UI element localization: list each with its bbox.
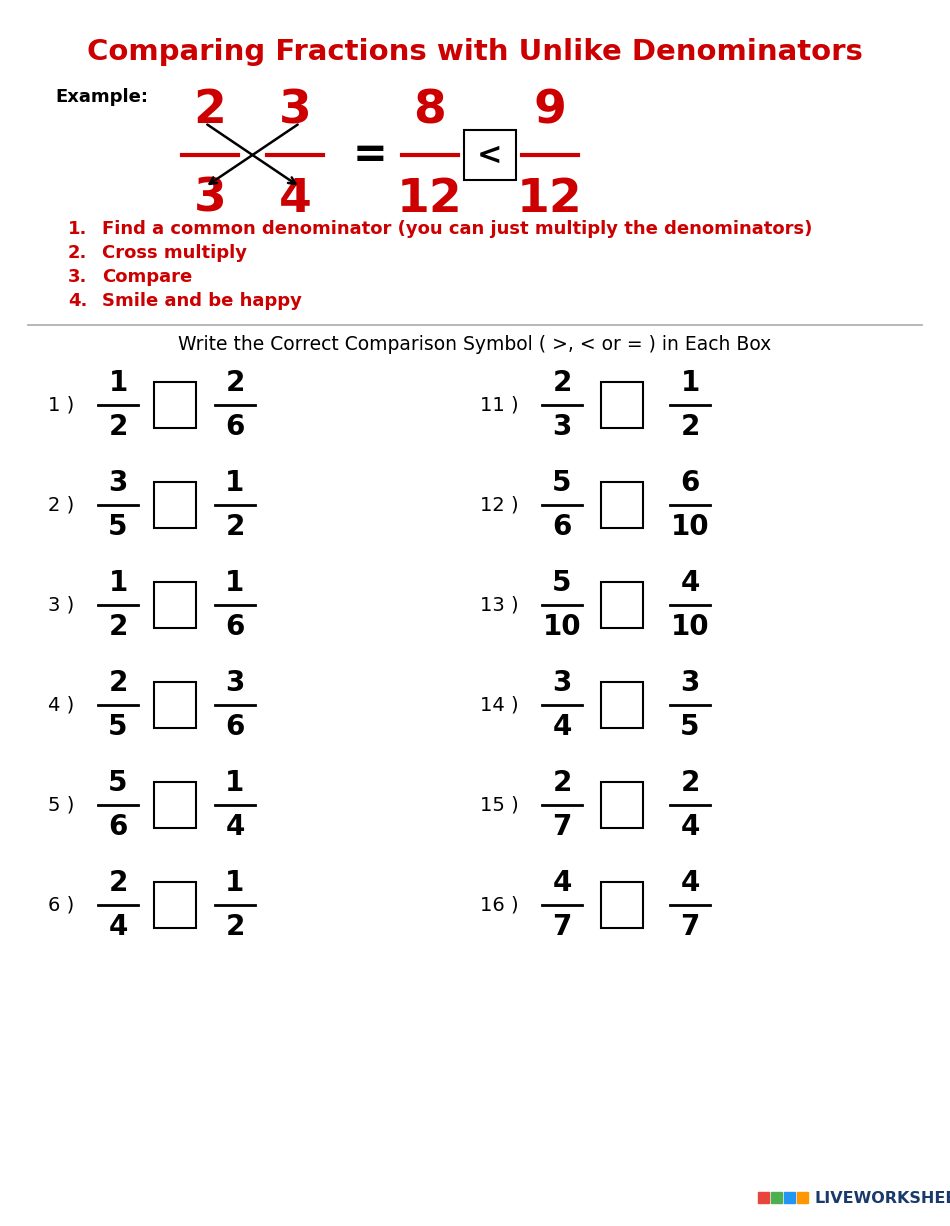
Text: 2: 2: [225, 913, 245, 942]
Text: Example:: Example:: [55, 88, 148, 105]
Text: =: =: [352, 134, 388, 177]
Text: 10: 10: [671, 613, 710, 641]
Text: 12: 12: [517, 177, 583, 222]
Text: 9: 9: [534, 88, 566, 132]
Text: 1 ): 1 ): [48, 396, 74, 414]
Text: 7: 7: [552, 813, 572, 841]
Text: 2: 2: [225, 369, 245, 397]
Text: 6 ): 6 ): [48, 895, 74, 915]
Text: 2: 2: [108, 869, 127, 897]
Bar: [601, 383, 643, 428]
Text: 6: 6: [225, 413, 245, 441]
Text: 4.: 4.: [68, 292, 87, 310]
Text: 4: 4: [108, 913, 127, 942]
Bar: [784, 1192, 795, 1203]
Text: 5: 5: [108, 714, 127, 741]
Text: 14 ): 14 ): [480, 695, 519, 715]
Text: 15 ): 15 ): [480, 796, 519, 814]
Text: 11 ): 11 ): [480, 396, 519, 414]
Text: 3.: 3.: [68, 268, 87, 286]
Text: 5: 5: [108, 769, 127, 797]
Text: 6: 6: [225, 714, 245, 741]
Bar: [154, 782, 196, 828]
Bar: [464, 130, 516, 180]
Text: 5 ): 5 ): [48, 796, 74, 814]
Text: 6: 6: [108, 813, 127, 841]
Text: 6: 6: [552, 512, 572, 541]
Text: LIVEWORKSHEETS: LIVEWORKSHEETS: [814, 1190, 950, 1206]
Bar: [154, 482, 196, 528]
Text: 6: 6: [225, 613, 245, 641]
Text: 5: 5: [552, 569, 572, 597]
Text: <: <: [477, 141, 503, 169]
Text: 2: 2: [108, 613, 127, 641]
Text: 2.: 2.: [68, 244, 87, 262]
Text: 7: 7: [552, 913, 572, 942]
Bar: [154, 383, 196, 428]
Text: 12 ): 12 ): [480, 495, 519, 515]
Text: 2 ): 2 ): [48, 495, 74, 515]
Text: Comparing Fractions with Unlike Denominators: Comparing Fractions with Unlike Denomina…: [87, 38, 863, 66]
Bar: [601, 682, 643, 728]
Text: 1: 1: [108, 569, 127, 597]
Text: 5: 5: [680, 714, 700, 741]
Bar: [601, 582, 643, 628]
Text: 5: 5: [552, 470, 572, 497]
Text: Compare: Compare: [102, 268, 192, 286]
Text: 4: 4: [278, 177, 312, 222]
Bar: [771, 1192, 782, 1203]
Text: 4: 4: [552, 869, 572, 897]
Text: Find a common denominator (you can just multiply the denominators): Find a common denominator (you can just …: [102, 219, 812, 238]
Text: 16 ): 16 ): [480, 895, 519, 915]
Text: 10: 10: [542, 613, 581, 641]
Text: 2: 2: [680, 413, 700, 441]
Text: 4 ): 4 ): [48, 695, 74, 715]
Text: 10: 10: [671, 512, 710, 541]
Text: 3: 3: [194, 177, 226, 222]
Text: 1: 1: [225, 769, 245, 797]
Text: 3: 3: [225, 669, 245, 698]
Text: 4: 4: [552, 714, 572, 741]
Text: 4: 4: [680, 569, 700, 597]
Bar: [797, 1192, 808, 1203]
Text: 3: 3: [278, 88, 312, 132]
Text: 5: 5: [108, 512, 127, 541]
Bar: [601, 482, 643, 528]
Text: 1: 1: [225, 869, 245, 897]
Bar: [154, 582, 196, 628]
Text: 4: 4: [680, 869, 700, 897]
Text: 4: 4: [225, 813, 245, 841]
Text: 3 ): 3 ): [48, 596, 74, 614]
Text: 12: 12: [397, 177, 463, 222]
Text: 1: 1: [108, 369, 127, 397]
Bar: [154, 881, 196, 928]
Bar: [601, 881, 643, 928]
Text: 2: 2: [194, 88, 226, 132]
Bar: [758, 1192, 769, 1203]
Text: 7: 7: [680, 913, 700, 942]
Text: 1: 1: [225, 470, 245, 497]
Text: 6: 6: [680, 470, 700, 497]
Text: Write the Correct Comparison Symbol ( >, < or = ) in Each Box: Write the Correct Comparison Symbol ( >,…: [179, 335, 771, 354]
Bar: [154, 682, 196, 728]
Text: 2: 2: [225, 512, 245, 541]
Text: 4: 4: [680, 813, 700, 841]
Text: 1: 1: [225, 569, 245, 597]
Text: 2: 2: [108, 669, 127, 698]
Text: 13 ): 13 ): [480, 596, 519, 614]
Text: 2: 2: [552, 369, 572, 397]
Text: 3: 3: [680, 669, 700, 698]
Text: 3: 3: [108, 470, 127, 497]
Text: 2: 2: [680, 769, 700, 797]
Text: 1.: 1.: [68, 219, 87, 238]
Text: 2: 2: [108, 413, 127, 441]
Text: 8: 8: [413, 88, 446, 132]
Text: Cross multiply: Cross multiply: [102, 244, 247, 262]
Text: 2: 2: [552, 769, 572, 797]
Text: 3: 3: [552, 669, 572, 698]
Bar: [601, 782, 643, 828]
Text: Smile and be happy: Smile and be happy: [102, 292, 302, 310]
Text: 3: 3: [552, 413, 572, 441]
Text: 1: 1: [680, 369, 699, 397]
